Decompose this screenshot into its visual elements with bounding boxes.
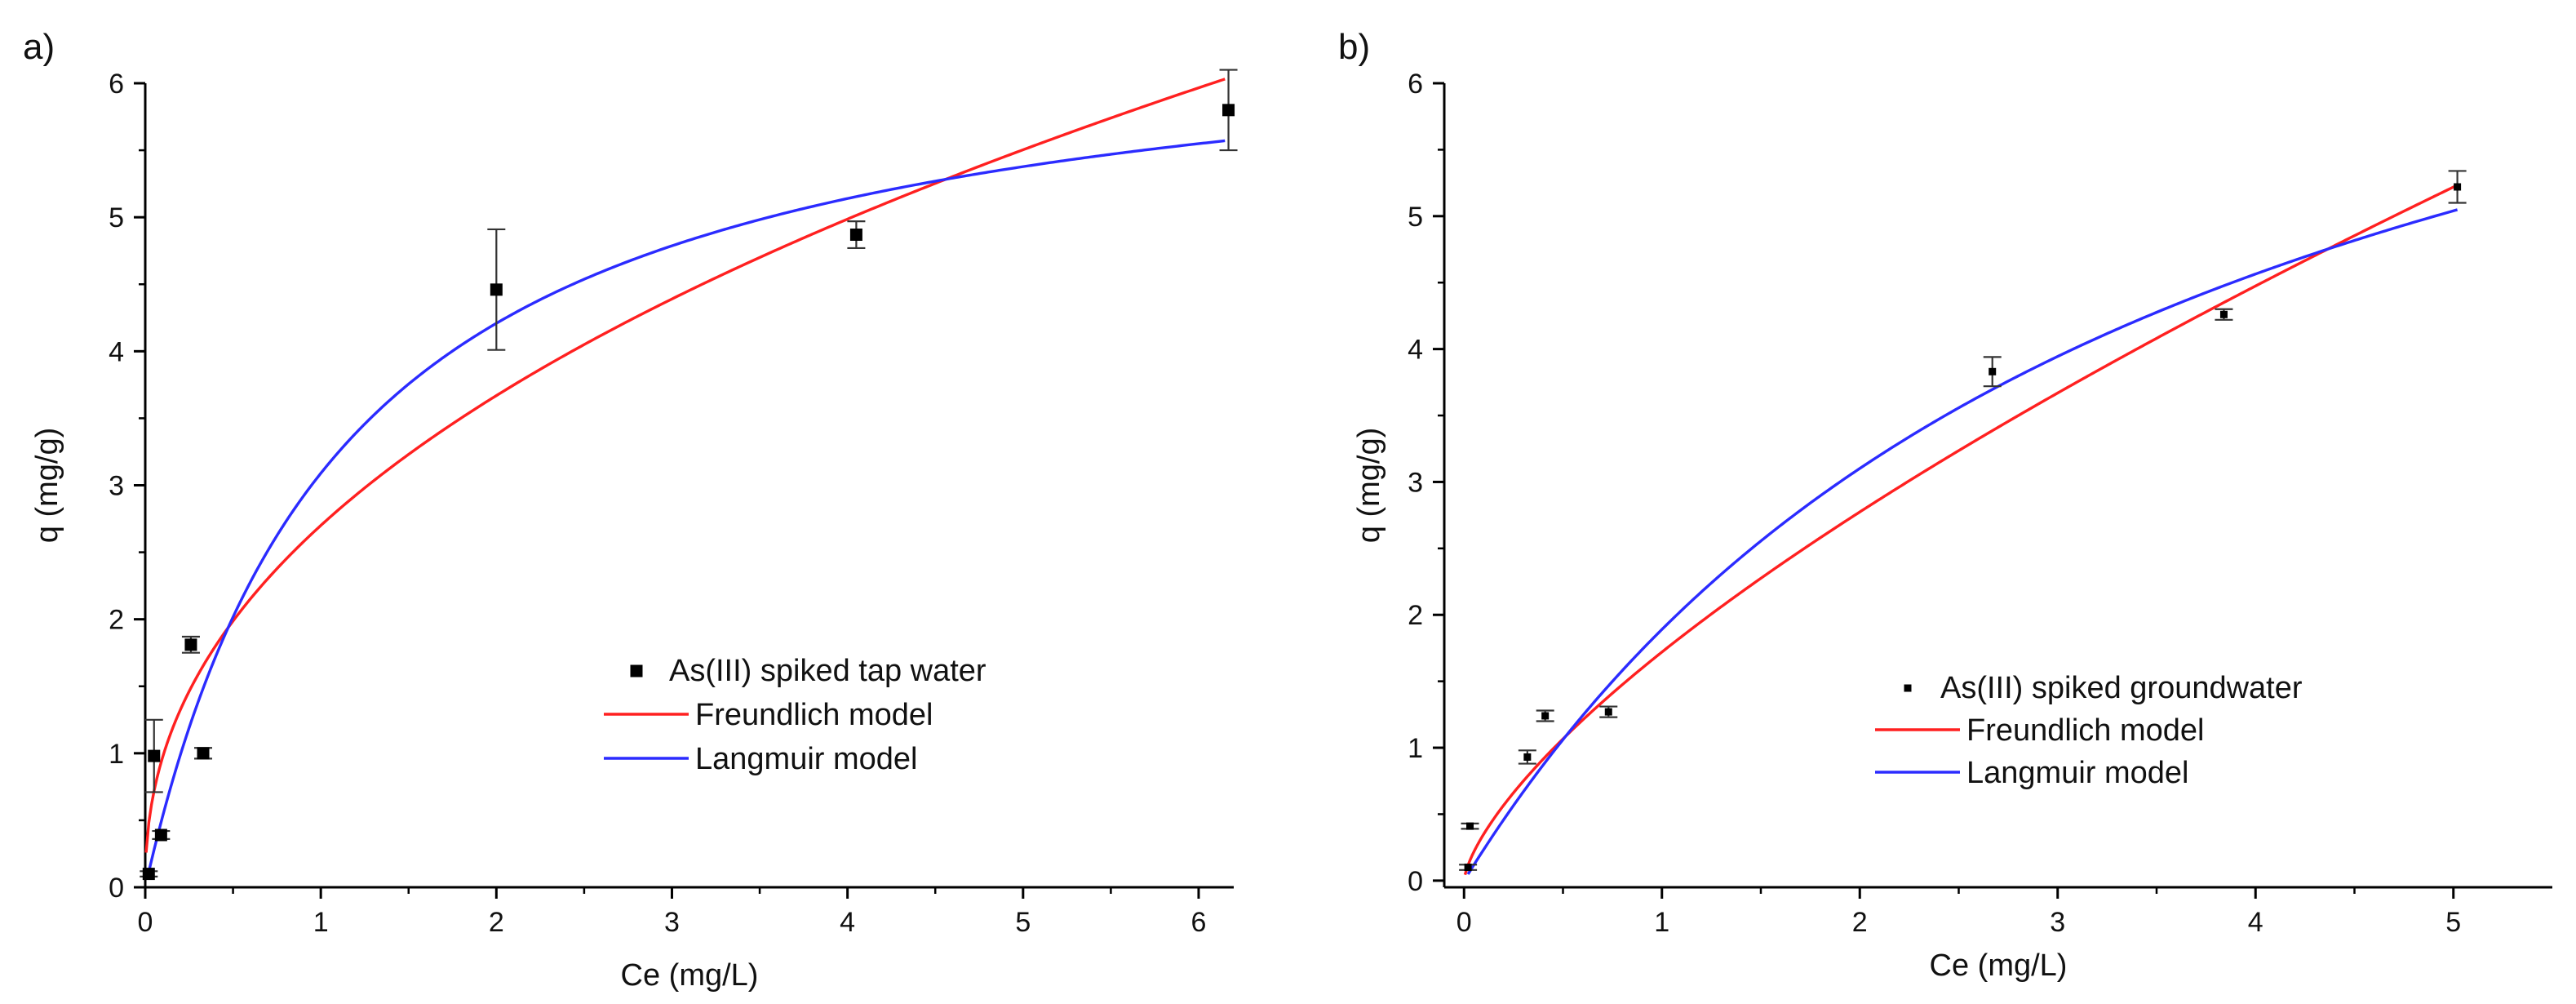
legend-label-langmuir: Langmuir model (1966, 756, 2188, 790)
x-tick-label: 0 (1456, 907, 1472, 938)
data-point (148, 749, 161, 762)
data-point (154, 829, 167, 842)
legend-marker-points (630, 664, 643, 677)
legend-label-points: As(III) spiked tap water (669, 654, 987, 688)
y-axis-label: q (mg/g) (30, 428, 64, 543)
y-tick-label: 5 (109, 202, 124, 233)
x-tick-label: 3 (2050, 907, 2065, 938)
y-tick-label: 3 (109, 471, 124, 502)
legend-label-freundlich: Freundlich model (1966, 713, 2204, 748)
panel-label-a: a) (23, 27, 55, 67)
panel-label-b: b) (1338, 27, 1370, 67)
legend: As(III) spiked tap water Freundlich model… (604, 654, 987, 776)
y-axis-label: q (mg/g) (1352, 428, 1386, 543)
y-tick-label: 6 (109, 69, 124, 100)
x-tick-label: 4 (840, 907, 855, 938)
x-tick-label: 1 (1654, 907, 1669, 938)
data-point (2219, 310, 2228, 318)
y-tick-label: 4 (109, 336, 124, 367)
freundlich-model-curve (1463, 184, 2459, 876)
legend-label-freundlich: Freundlich model (695, 698, 933, 732)
freundlich-model-curve (144, 78, 1226, 853)
legend-marker-points (1904, 684, 1912, 692)
data-point (1466, 822, 1474, 830)
data-point (490, 283, 503, 296)
y-tick-label: 2 (109, 605, 124, 636)
x-tick-label: 5 (2445, 907, 2461, 938)
y-tick-label: 1 (1408, 733, 1423, 764)
data-point (2454, 183, 2462, 191)
legend-label-points: As(III) spiked groundwater (1940, 671, 2303, 705)
data-point (1464, 864, 1472, 872)
data-point (1222, 104, 1235, 117)
x-axis-label: Ce (mg/L) (621, 958, 759, 993)
x-tick-label: 0 (138, 907, 153, 938)
legend-label-langmuir: Langmuir model (695, 742, 917, 776)
langmuir-model-curve (147, 139, 1226, 873)
data-point (184, 638, 197, 651)
chart-panel-a: a) 0 1 2 3 4 5 6 0 1 2 3 4 5 6 Ce (mg/L) q (mg/g) As(III)… (23, 27, 1238, 993)
y-tick-label: 4 (1408, 335, 1423, 366)
y-tick-label: 5 (1408, 202, 1423, 233)
langmuir-model-curve (1466, 208, 2459, 875)
data-point (1523, 753, 1532, 761)
data-point (1989, 367, 1997, 375)
x-tick-label: 6 (1191, 907, 1207, 938)
data-point (1604, 708, 1612, 716)
x-tick-label: 2 (1852, 907, 1868, 938)
x-tick-label: 4 (2248, 907, 2263, 938)
legend: As(III) spiked groundwater Freundlich mod… (1875, 671, 2303, 790)
y-tick-label: 0 (109, 873, 124, 904)
x-tick-label: 1 (313, 907, 329, 938)
y-tick-label: 3 (1408, 467, 1423, 498)
x-tick-label: 5 (1015, 907, 1031, 938)
x-axis-label: Ce (mg/L) (1930, 948, 2068, 983)
y-tick-label: 6 (1408, 69, 1423, 100)
x-tick-label: 2 (489, 907, 504, 938)
chart-panel-b: b) 0 1 2 3 4 5 0 1 2 3 4 5 6 Ce (mg/L) q (mg/g) As(III) … (1338, 27, 2552, 983)
data-point (849, 229, 862, 242)
y-tick-label: 1 (109, 739, 124, 770)
data-point (197, 747, 210, 760)
x-tick-label: 3 (664, 907, 680, 938)
data-point (142, 868, 155, 881)
data-point (1541, 712, 1550, 720)
y-tick-label: 0 (1408, 866, 1423, 897)
y-tick-label: 2 (1408, 600, 1423, 631)
